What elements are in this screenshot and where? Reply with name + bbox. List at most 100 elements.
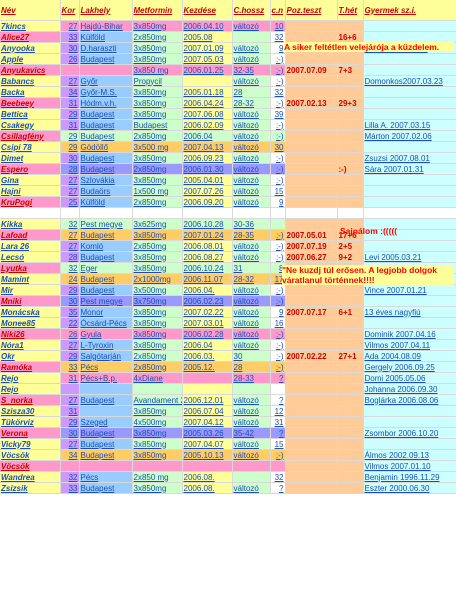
cell-kez[interactable]: 2006.04.10 [182,20,233,32]
cell-gy[interactable]: Gergely 2006.09.25 [363,361,456,373]
cell-cn[interactable]: 12 [270,405,286,417]
cell-lakhely[interactable]: Pest megye [79,295,133,307]
cell-lakhely[interactable]: Budapest [79,119,133,131]
cell-cn[interactable]: 9 [270,196,286,208]
cell-th[interactable] [337,372,364,384]
cell-ch[interactable]: 32-35 [232,64,271,76]
cell-lakhely[interactable] [79,405,133,417]
cell-th[interactable]: 2+5 [337,240,364,252]
cell-gy[interactable] [363,207,456,219]
cell-th[interactable] [337,438,364,450]
cell-kor[interactable]: 30 [60,42,80,54]
cell-kez[interactable]: 2007.07.26 [182,185,233,197]
cell-lakhely[interactable]: Külföld [79,31,133,43]
cell-nev[interactable]: Espero [0,163,61,175]
cell-cn[interactable]: :-) [270,240,286,252]
cell-cn[interactable]: ? [270,427,286,439]
cell-nev[interactable]: Dimet [0,152,61,164]
cell-th[interactable] [337,152,364,164]
cell-poz[interactable] [285,75,338,87]
cell-met[interactable]: 3x850mg [132,306,183,318]
cell-gy[interactable]: Ada 2004.08.09 [363,350,456,362]
cell-kor[interactable]: 26 [60,328,80,340]
cell-ch[interactable]: 28-33 [232,372,271,384]
cell-met[interactable]: 2x850mg [132,196,183,208]
cell-kor[interactable]: 29 [60,350,80,362]
cell-met[interactable]: 3x850mg [132,438,183,450]
cell-gy[interactable] [363,108,456,120]
cell-nev[interactable]: Monácska [0,306,61,318]
cell-gy[interactable] [363,317,456,329]
cell-nev[interactable]: Apple [0,53,61,65]
cell-met[interactable]: 3x850mg [132,20,183,32]
cell-th[interactable] [337,482,364,494]
cell-met[interactable]: 3x850mg [132,482,183,494]
cell-kor[interactable]: 29 [60,141,80,153]
cell-poz[interactable] [285,328,338,340]
cell-met[interactable]: 3x850mg [132,405,183,417]
cell-ch[interactable]: változó [232,295,271,307]
cell-met[interactable]: 2x850 mg [132,471,183,483]
cell-cn[interactable]: 15 [270,185,286,197]
cell-gy[interactable] [363,416,456,428]
cell-lakhely[interactable]: Budapest [79,251,133,263]
cell-kor[interactable]: 29 [60,130,80,142]
cell-ch[interactable]: változó [232,174,271,186]
cell-kez[interactable]: 2006.10.24 [182,262,233,274]
cell-kor[interactable]: 30 [60,295,80,307]
cell-nev[interactable]: Nóra1 [0,339,61,351]
cell-lakhely[interactable]: Gyula [79,328,133,340]
cell-ch[interactable]: változó [232,306,271,318]
header-nev[interactable]: Név [0,0,61,21]
cell-kor[interactable]: 29 [60,108,80,120]
cell-poz[interactable] [285,174,338,186]
cell-th[interactable] [337,449,364,461]
cell-ch[interactable]: 28-35 [232,229,271,241]
cell-poz[interactable]: 2007.02.22 [285,350,338,362]
cell-poz[interactable] [285,20,338,32]
cell-poz[interactable] [285,317,338,329]
cell-cn[interactable]: ? [270,482,286,494]
cell-poz[interactable] [285,108,338,120]
cell-kez[interactable]: 2005.04.01 [182,174,233,186]
cell-kor[interactable]: 33 [60,482,80,494]
cell-lakhely[interactable]: Hajdú-Bihar [79,20,133,32]
cell-ch[interactable]: 35-42 [232,427,271,439]
cell-nev[interactable]: Csipi 78 [0,141,61,153]
cell-kez[interactable]: 2007.04.13 [182,141,233,153]
cell-poz[interactable] [285,86,338,98]
cell-kor[interactable]: 28 [60,163,80,175]
cell-ch[interactable]: változó [232,196,271,208]
cell-lakhely[interactable]: Eger [79,262,133,274]
cell-kez[interactable]: 2006.08.01 [182,240,233,252]
cell-kez[interactable] [182,372,233,384]
cell-ch[interactable] [232,471,271,483]
cell-met[interactable]: 3x850mg [132,152,183,164]
cell-gy[interactable] [363,97,456,109]
cell-gy[interactable]: Lilla A. 2007.03.15 [363,119,456,131]
cell-ch[interactable]: változó [232,130,271,142]
cell-kez[interactable]: 2006.04.24 [182,97,233,109]
cell-cn[interactable]: 30 [270,141,286,153]
cell-cn[interactable]: :-) [270,152,286,164]
cell-poz[interactable] [285,185,338,197]
cell-gy[interactable] [363,20,456,32]
cell-ch[interactable]: változó [232,75,271,87]
cell-kez[interactable]: 2005.08 [182,31,233,43]
cell-poz[interactable] [285,284,338,296]
cell-kez[interactable] [182,207,233,219]
cell-kor[interactable]: 31 [60,97,80,109]
cell-poz[interactable] [285,152,338,164]
cell-lakhely[interactable] [79,460,133,472]
cell-th[interactable]: 9+2 [337,251,364,263]
cell-met[interactable]: 3x500mg [132,284,183,296]
cell-gy[interactable] [363,174,456,186]
cell-th[interactable] [337,339,364,351]
cell-lakhely[interactable]: Budapest [79,482,133,494]
cell-nev[interactable]: Vicky79 [0,438,61,450]
cell-ch[interactable]: 28 [232,86,271,98]
cell-ch[interactable]: 28 [232,361,271,373]
cell-poz[interactable] [285,361,338,373]
cell-nev[interactable]: Backa [0,86,61,98]
cell-kor[interactable]: 27 [60,20,80,32]
